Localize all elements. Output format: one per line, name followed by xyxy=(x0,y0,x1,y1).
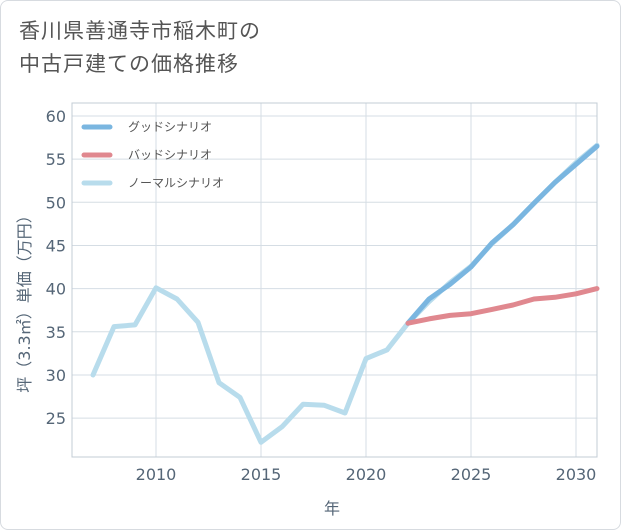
legend-label: グッドシナリオ xyxy=(128,120,212,134)
y-tick-label: 45 xyxy=(46,236,66,255)
y-tick-label: 25 xyxy=(46,409,66,428)
y-axis-title: 坪（3.3㎡）単価（万円） xyxy=(15,207,34,392)
chart-title-line-2: 中古戸建ての価格推移 xyxy=(19,52,239,76)
grid-lines xyxy=(72,103,597,457)
x-tick-label: 2025 xyxy=(451,465,492,484)
x-tick-labels: 2010 2015 2020 2025 2030 xyxy=(136,465,597,484)
chart-title: 香川県善通寺市稲木町の 中古戸建ての価格推移 xyxy=(19,15,261,81)
chart-title-line-1: 香川県善通寺市稲木町の xyxy=(19,19,261,43)
series-line-1 xyxy=(405,286,600,326)
y-tick-label: 40 xyxy=(46,280,66,299)
y-tick-label: 50 xyxy=(46,193,66,212)
y-tick-label: 30 xyxy=(46,366,66,385)
legend-label: バッドシナリオ xyxy=(128,148,212,162)
series-lines xyxy=(90,142,600,445)
x-tick-label: 2010 xyxy=(136,465,177,484)
legend-label: ノーマルシナリオ xyxy=(128,176,224,190)
x-tick-label: 2020 xyxy=(346,465,387,484)
y-tick-label: 55 xyxy=(46,150,66,169)
y-tick-label: 35 xyxy=(46,323,66,342)
plot-frame xyxy=(71,102,598,458)
series-line-0 xyxy=(405,143,600,326)
y-tick-label: 60 xyxy=(46,107,66,126)
x-tick-label: 2015 xyxy=(241,465,282,484)
x-tick-label: 2030 xyxy=(556,465,597,484)
y-tick-labels: 25 30 35 40 45 50 55 60 xyxy=(46,107,66,428)
x-axis-title: 年 xyxy=(324,499,340,518)
